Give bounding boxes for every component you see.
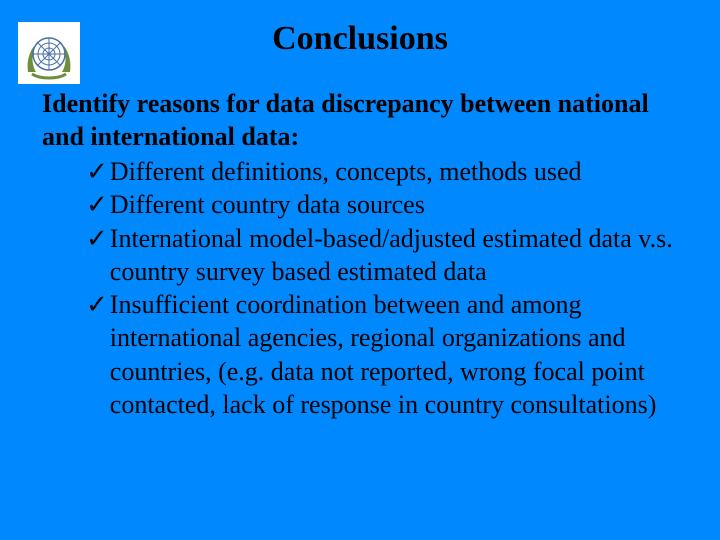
check-icon: ✓ (86, 155, 108, 188)
list-item: ✓ Different definitions, concepts, metho… (86, 155, 678, 188)
un-logo-icon (18, 22, 80, 84)
bullet-text: International model-based/adjusted estim… (110, 222, 678, 289)
bullet-text: Insufficient coordination between and am… (110, 288, 678, 421)
check-icon: ✓ (86, 188, 108, 221)
check-icon: ✓ (86, 288, 108, 321)
lead-text: Identify reasons for data discrepancy be… (42, 88, 678, 153)
list-item: ✓ International model-based/adjusted est… (86, 222, 678, 289)
list-item: ✓ Different country data sources (86, 188, 678, 221)
slide-body: Identify reasons for data discrepancy be… (0, 58, 720, 421)
list-item: ✓ Insufficient coordination between and … (86, 288, 678, 421)
bullet-list: ✓ Different definitions, concepts, metho… (42, 153, 678, 421)
check-icon: ✓ (86, 222, 108, 255)
slide-title: Conclusions (0, 0, 720, 58)
bullet-text: Different country data sources (110, 188, 678, 221)
bullet-text: Different definitions, concepts, methods… (110, 155, 678, 188)
